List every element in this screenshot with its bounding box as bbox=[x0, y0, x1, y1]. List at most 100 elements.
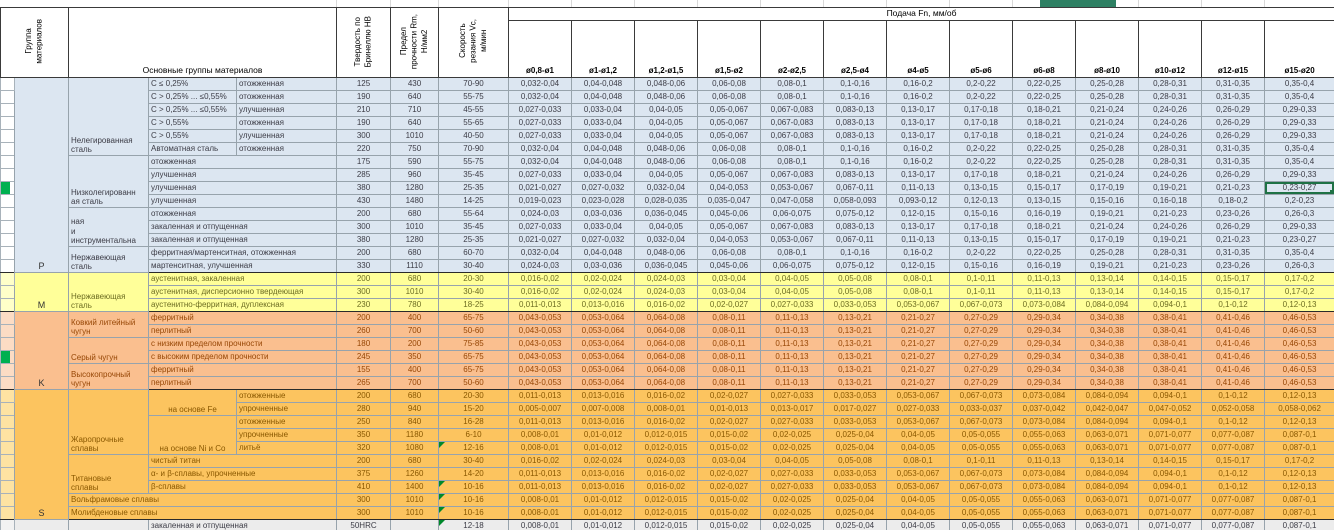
header-cutting-speed[interactable]: Скорость резания Vc, м/мин bbox=[438, 7, 510, 78]
feed-value[interactable]: 0,04-0,05 bbox=[886, 519, 951, 530]
feed-value[interactable]: 0,047-0,058 bbox=[760, 194, 825, 208]
material-group-label[interactable]: Титановые сплавы bbox=[68, 454, 149, 494]
feed-value[interactable]: 0,032-0,04 bbox=[508, 155, 573, 169]
material-condition-label[interactable]: перлитный bbox=[147, 376, 338, 390]
hardness-hb-value[interactable]: 265 bbox=[336, 376, 392, 390]
feed-value[interactable]: 0,46-0,53 bbox=[1264, 376, 1334, 390]
material-condition-label[interactable]: отожженные bbox=[235, 415, 338, 429]
feed-value[interactable]: 0,02-0,025 bbox=[760, 519, 825, 530]
feed-value[interactable]: 0,094-0,1 bbox=[1138, 298, 1203, 312]
feed-value[interactable]: 0,06-0,075 bbox=[760, 259, 825, 273]
feed-value[interactable]: 0,29-0,33 bbox=[1264, 220, 1334, 234]
material-condition-label[interactable]: с низким пределом прочности bbox=[147, 337, 338, 351]
feed-value[interactable]: 0,024-0,03 bbox=[508, 259, 573, 273]
row-accent-cell[interactable] bbox=[0, 259, 15, 273]
feed-value[interactable]: 0,18-0,2 bbox=[1201, 194, 1266, 208]
feed-value[interactable]: 0,02-0,027 bbox=[697, 467, 762, 481]
tensile-strength-value[interactable]: 680 bbox=[390, 389, 440, 403]
feed-value[interactable]: 0,053-0,064 bbox=[571, 350, 636, 364]
tensile-strength-value[interactable]: 1480 bbox=[390, 194, 440, 208]
feed-value[interactable]: 0,012-0,015 bbox=[634, 506, 699, 520]
feed-value[interactable]: 0,29-0,34 bbox=[1012, 363, 1077, 377]
feed-value[interactable]: 0,46-0,53 bbox=[1264, 363, 1334, 377]
feed-value[interactable]: 0,04-0,05 bbox=[760, 285, 825, 299]
feed-value[interactable]: 0,055-0,063 bbox=[1012, 519, 1077, 530]
material-subgroup-label[interactable]: на основе Fe bbox=[148, 389, 237, 416]
tensile-strength-value[interactable]: 1010 bbox=[390, 129, 440, 143]
feed-value[interactable]: 0,24-0,26 bbox=[1138, 103, 1203, 117]
feed-value[interactable]: 0,032-0,04 bbox=[508, 142, 573, 156]
cutting-speed-value[interactable]: 30-40 bbox=[438, 259, 510, 273]
feed-value[interactable]: 0,18-0,21 bbox=[1012, 220, 1077, 234]
feed-value[interactable]: 0,02-0,024 bbox=[571, 454, 636, 468]
feed-value[interactable]: 0,015-0,02 bbox=[697, 493, 762, 507]
feed-value[interactable]: 0,071-0,077 bbox=[1138, 428, 1203, 442]
feed-value[interactable]: 0,13-0,21 bbox=[823, 350, 888, 364]
feed-value[interactable]: 0,053-0,067 bbox=[886, 467, 951, 481]
header-diameter-ø4-ø5[interactable]: ø4-ø5 bbox=[886, 20, 951, 78]
feed-value[interactable]: 0,24-0,26 bbox=[1138, 168, 1203, 182]
row-accent-cell[interactable] bbox=[0, 480, 15, 494]
feed-value[interactable]: 0,063-0,071 bbox=[1075, 506, 1140, 520]
material-condition-label[interactable]: отожженная bbox=[235, 142, 338, 156]
feed-value[interactable]: 0,02-0,025 bbox=[760, 493, 825, 507]
feed-value[interactable]: 0,15-0,16 bbox=[1075, 194, 1140, 208]
feed-value[interactable]: 0,025-0,04 bbox=[823, 441, 888, 455]
tensile-strength-value[interactable]: 1280 bbox=[390, 233, 440, 247]
feed-value[interactable]: 0,1-0,16 bbox=[823, 142, 888, 156]
tensile-strength-value[interactable]: 680 bbox=[390, 272, 440, 286]
feed-value[interactable]: 0,025-0,04 bbox=[823, 428, 888, 442]
cutting-speed-value[interactable]: 6-10 bbox=[438, 428, 510, 442]
feed-value[interactable]: 0,12-0,13 bbox=[1264, 389, 1334, 403]
tensile-strength-value[interactable]: 1110 bbox=[390, 259, 440, 273]
row-accent-cell[interactable] bbox=[0, 285, 15, 299]
feed-value[interactable]: 0,1-0,12 bbox=[1201, 467, 1266, 481]
feed-value[interactable]: 0,11-0,13 bbox=[886, 233, 951, 247]
header-diameter-ø1-ø1,2[interactable]: ø1-ø1,2 bbox=[571, 20, 636, 78]
material-subgroup-label[interactable]: C > 0,55% bbox=[148, 129, 237, 143]
feed-value[interactable]: 0,2-0,22 bbox=[949, 77, 1014, 91]
material-class-letter[interactable]: H bbox=[14, 519, 69, 530]
feed-value[interactable]: 0,38-0,41 bbox=[1138, 324, 1203, 338]
feed-value[interactable]: 0,31-0,35 bbox=[1201, 90, 1266, 104]
row-accent-cell[interactable] bbox=[0, 194, 15, 208]
feed-value[interactable]: 0,025-0,04 bbox=[823, 506, 888, 520]
feed-value[interactable]: 0,04-0,05 bbox=[634, 220, 699, 234]
feed-value[interactable]: 0,05-0,08 bbox=[823, 285, 888, 299]
feed-value[interactable]: 0,21-0,27 bbox=[886, 350, 951, 364]
cutting-speed-value[interactable]: 75-85 bbox=[438, 337, 510, 351]
row-accent-cell[interactable] bbox=[0, 103, 15, 117]
feed-value[interactable]: 0,03-0,04 bbox=[697, 454, 762, 468]
feed-value[interactable]: 0,04-0,05 bbox=[886, 441, 951, 455]
feed-value[interactable]: 0,13-0,15 bbox=[949, 181, 1014, 195]
feed-value[interactable]: 0,13-0,21 bbox=[823, 337, 888, 351]
feed-value[interactable]: 0,15-0,17 bbox=[1012, 233, 1077, 247]
feed-value[interactable]: 0,053-0,067 bbox=[886, 389, 951, 403]
tensile-strength-value[interactable]: 1180 bbox=[390, 428, 440, 442]
feed-value[interactable]: 0,13-0,15 bbox=[1012, 194, 1077, 208]
feed-value[interactable]: 0,08-0,1 bbox=[886, 272, 951, 286]
feed-value[interactable]: 0,012-0,015 bbox=[634, 519, 699, 530]
feed-value[interactable]: 0,14-0,15 bbox=[1138, 454, 1203, 468]
material-subgroup-label[interactable]: C > 0,25% ... ≤0,55% bbox=[148, 103, 237, 117]
feed-value[interactable]: 0,24-0,26 bbox=[1138, 220, 1203, 234]
feed-value[interactable]: 0,073-0,084 bbox=[1012, 467, 1077, 481]
feed-value[interactable]: 0,04-0,05 bbox=[886, 506, 951, 520]
feed-value[interactable]: 0,15-0,17 bbox=[1201, 285, 1266, 299]
feed-value[interactable]: 0,032-0,04 bbox=[634, 233, 699, 247]
hardness-hb-value[interactable]: 280 bbox=[336, 402, 392, 416]
feed-value[interactable]: 0,04-0,05 bbox=[634, 168, 699, 182]
feed-value[interactable]: 0,067-0,073 bbox=[949, 298, 1014, 312]
feed-value[interactable]: 0,04-0,05 bbox=[634, 129, 699, 143]
material-condition-label[interactable]: β-сплавы bbox=[147, 480, 338, 494]
feed-value[interactable]: 0,05-0,067 bbox=[697, 220, 762, 234]
material-condition-label[interactable]: отожженная bbox=[235, 90, 338, 104]
feed-value[interactable]: 0,033-0,04 bbox=[571, 103, 636, 117]
feed-value[interactable]: 0,06-0,08 bbox=[697, 142, 762, 156]
feed-value[interactable]: 0,08-0,1 bbox=[886, 285, 951, 299]
feed-value[interactable]: 0,013-0,016 bbox=[571, 467, 636, 481]
feed-value[interactable]: 0,34-0,38 bbox=[1075, 350, 1140, 364]
feed-value[interactable]: 0,27-0,29 bbox=[949, 337, 1014, 351]
feed-value[interactable]: 0,077-0,087 bbox=[1201, 506, 1266, 520]
feed-value[interactable]: 0,037-0,042 bbox=[1012, 402, 1077, 416]
